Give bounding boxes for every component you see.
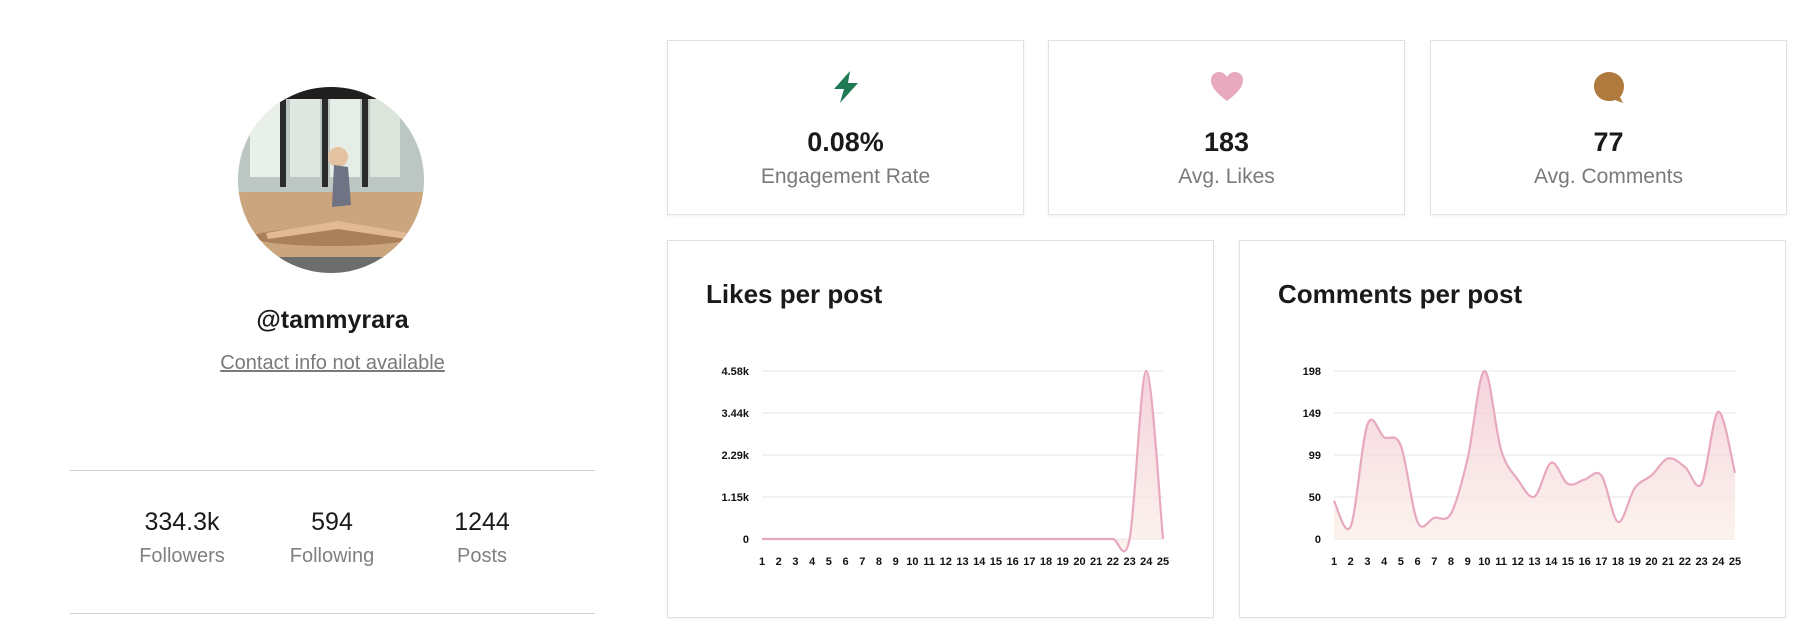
x-tick-label: 3 xyxy=(1364,556,1370,568)
x-tick-label: 7 xyxy=(859,556,865,568)
x-tick-label: 21 xyxy=(1662,556,1674,568)
x-tick-label: 14 xyxy=(973,556,986,568)
x-tick-label: 12 xyxy=(1512,556,1524,568)
x-tick-label: 15 xyxy=(1562,556,1574,568)
posts-label: Posts xyxy=(456,545,508,567)
engagement-rate-label: Engagement Rate xyxy=(760,165,931,188)
y-tick-label: 2.29k xyxy=(721,450,749,462)
x-tick-label: 4 xyxy=(1381,556,1388,568)
stat-followers: 334.3k Followers xyxy=(107,508,257,568)
profile-panel: @tammyrara Contact info not available 33… xyxy=(70,0,595,624)
y-tick-label: 3.44k xyxy=(721,408,749,420)
x-tick-label: 20 xyxy=(1073,556,1085,568)
x-tick-label: 19 xyxy=(1629,556,1641,568)
avg-likes-value: 183 xyxy=(1203,127,1250,157)
y-tick-label: 99 xyxy=(1309,450,1321,462)
x-tick-label: 8 xyxy=(876,556,882,568)
engagement-rate-value: 0.08% xyxy=(807,127,884,157)
lightning-icon xyxy=(833,71,858,103)
x-tick-label: 21 xyxy=(1090,556,1102,568)
likes-chart-title: Likes per post xyxy=(706,279,883,309)
x-tick-label: 9 xyxy=(1465,556,1471,568)
x-tick-label: 5 xyxy=(1398,556,1404,568)
followers-count: 334.3k xyxy=(144,508,220,536)
x-tick-label: 7 xyxy=(1431,556,1437,568)
x-tick-label: 13 xyxy=(956,556,968,568)
x-tick-label: 12 xyxy=(940,556,952,568)
comments-chart-card: Comments per post 0 50 99 149 198 1 2 3 4 5 6 7 8 9 10… xyxy=(1239,240,1786,618)
x-tick-label: 18 xyxy=(1612,556,1624,568)
following-label: Following xyxy=(289,545,375,567)
avg-comments-card: 77 Avg. Comments xyxy=(1430,40,1787,215)
divider xyxy=(70,470,595,471)
x-tick-label: 9 xyxy=(893,556,899,568)
y-tick-label: 149 xyxy=(1303,408,1321,420)
engagement-rate-card: 0.08% Engagement Rate xyxy=(667,40,1024,215)
comments-chart-title: Comments per post xyxy=(1278,279,1523,309)
y-tick-label: 0 xyxy=(743,534,749,546)
y-tick-label: 0 xyxy=(1315,534,1321,546)
y-tick-label: 50 xyxy=(1309,492,1321,504)
x-tick-label: 20 xyxy=(1645,556,1657,568)
likes-chart-card: Likes per post 0 1.15k 2.29k 3.44k 4.58k 1 2 3 4… xyxy=(667,240,1214,618)
stat-following: 594 Following xyxy=(257,508,407,568)
x-tick-label: 1 xyxy=(759,556,765,568)
x-tick-label: 22 xyxy=(1679,556,1691,568)
heart-icon xyxy=(1210,72,1243,101)
x-tick-label: 17 xyxy=(1023,556,1035,568)
followers-label: Followers xyxy=(139,545,225,567)
profile-photo xyxy=(238,87,424,273)
y-tick-label: 1.15k xyxy=(721,492,749,504)
x-tick-label: 14 xyxy=(1545,556,1558,568)
x-tick-label: 13 xyxy=(1528,556,1540,568)
x-tick-label: 25 xyxy=(1157,556,1169,568)
x-tick-label: 2 xyxy=(1348,556,1354,568)
comment-icon xyxy=(1593,72,1624,103)
x-tick-label: 17 xyxy=(1595,556,1607,568)
x-tick-label: 25 xyxy=(1729,556,1741,568)
avg-comments-value: 77 xyxy=(1593,127,1624,157)
x-tick-label: 11 xyxy=(923,556,935,568)
following-count: 594 xyxy=(311,508,353,536)
x-tick-label: 19 xyxy=(1057,556,1069,568)
x-tick-label: 4 xyxy=(809,556,816,568)
profile-handle: @tammyrara xyxy=(256,306,409,334)
x-tick-label: 6 xyxy=(1414,556,1420,568)
x-tick-label: 11 xyxy=(1495,556,1507,568)
stat-posts: 1244 Posts xyxy=(407,508,557,568)
divider xyxy=(70,613,595,614)
x-tick-label: 24 xyxy=(1712,556,1725,568)
avg-likes-card: 183 Avg. Likes xyxy=(1048,40,1405,215)
x-tick-label: 22 xyxy=(1107,556,1119,568)
x-tick-label: 16 xyxy=(1579,556,1591,568)
x-tick-label: 10 xyxy=(1478,556,1490,568)
series-area xyxy=(762,371,1163,552)
x-tick-label: 2 xyxy=(776,556,782,568)
x-tick-label: 15 xyxy=(990,556,1002,568)
series-area xyxy=(1334,370,1735,539)
y-tick-label: 4.58k xyxy=(721,366,749,378)
x-tick-label: 5 xyxy=(826,556,832,568)
x-tick-label: 6 xyxy=(842,556,848,568)
avg-comments-label: Avg. Comments xyxy=(1534,165,1683,188)
contact-info-link[interactable]: Contact info not available xyxy=(220,352,445,374)
series-line xyxy=(761,369,1165,553)
x-tick-label: 10 xyxy=(906,556,918,568)
x-tick-label: 8 xyxy=(1448,556,1454,568)
x-tick-label: 3 xyxy=(792,556,798,568)
avatar[interactable] xyxy=(238,87,424,273)
x-tick-label: 24 xyxy=(1140,556,1153,568)
x-tick-label: 16 xyxy=(1007,556,1019,568)
x-tick-label: 23 xyxy=(1695,556,1707,568)
x-tick-label: 23 xyxy=(1123,556,1135,568)
y-tick-label: 198 xyxy=(1303,366,1321,378)
x-tick-label: 1 xyxy=(1331,556,1337,568)
avg-likes-label: Avg. Likes xyxy=(1178,165,1275,188)
x-tick-label: 18 xyxy=(1040,556,1052,568)
posts-count: 1244 xyxy=(454,508,510,536)
